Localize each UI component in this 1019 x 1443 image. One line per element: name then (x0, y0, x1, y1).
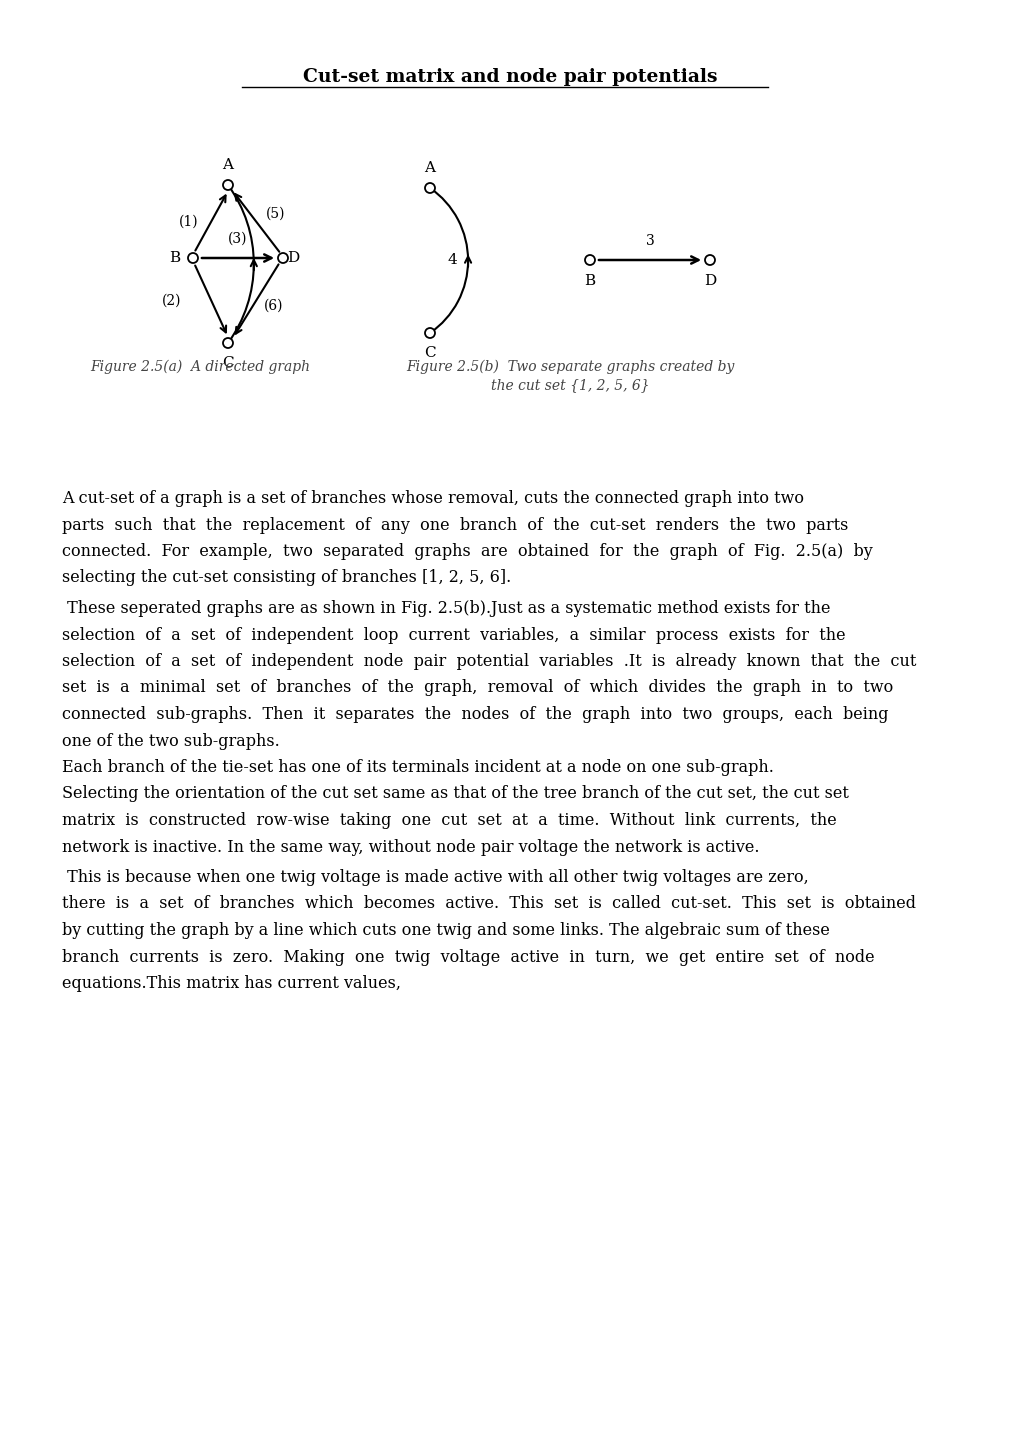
Text: (5): (5) (265, 206, 284, 221)
Text: These seperated graphs are as shown in Fig. 2.5(b).Just as a systematic method e: These seperated graphs are as shown in F… (62, 600, 829, 618)
Circle shape (278, 253, 287, 263)
Text: 3: 3 (645, 234, 654, 248)
Text: (6): (6) (263, 299, 282, 313)
Circle shape (223, 180, 232, 190)
Text: selection  of  a  set  of  independent  loop  current  variables,  a  similar  p: selection of a set of independent loop c… (62, 626, 845, 644)
Text: C: C (222, 356, 233, 369)
Text: matrix  is  constructed  row-wise  taking  one  cut  set  at  a  time.  Without : matrix is constructed row-wise taking on… (62, 812, 836, 828)
Text: one of the two sub-graphs.: one of the two sub-graphs. (62, 733, 279, 749)
Text: (1): (1) (178, 215, 199, 228)
Text: connected.  For  example,  two  separated  graphs  are  obtained  for  the  grap: connected. For example, two separated gr… (62, 543, 872, 560)
Text: selecting the cut-set consisting of branches [1, 2, 5, 6].: selecting the cut-set consisting of bran… (62, 570, 511, 586)
Circle shape (585, 255, 594, 266)
Text: parts  such  that  the  replacement  of  any  one  branch  of  the  cut-set  ren: parts such that the replacement of any o… (62, 517, 848, 534)
Text: set  is  a  minimal  set  of  branches  of  the  graph,  removal  of  which  div: set is a minimal set of branches of the … (62, 680, 893, 697)
Text: This is because when one twig voltage is made active with all other twig voltage: This is because when one twig voltage is… (62, 869, 808, 886)
Text: equations.This matrix has current values,: equations.This matrix has current values… (62, 975, 400, 991)
Text: Selecting the orientation of the cut set same as that of the tree branch of the : Selecting the orientation of the cut set… (62, 785, 848, 802)
Circle shape (425, 328, 434, 338)
Circle shape (223, 338, 232, 348)
Text: (2): (2) (161, 293, 180, 307)
Text: connected  sub-graphs.  Then  it  separates  the  nodes  of  the  graph  into  t: connected sub-graphs. Then it separates … (62, 706, 888, 723)
Text: C: C (424, 346, 435, 359)
Text: branch  currents  is  zero.  Making  one  twig  voltage  active  in  turn,  we  : branch currents is zero. Making one twig… (62, 948, 873, 965)
Text: Each branch of the tie-set has one of its terminals incident at a node on one su: Each branch of the tie-set has one of it… (62, 759, 773, 776)
Text: B: B (169, 251, 179, 266)
Text: 4: 4 (447, 254, 458, 267)
Circle shape (704, 255, 714, 266)
Text: network is inactive. In the same way, without node pair voltage the network is a: network is inactive. In the same way, wi… (62, 838, 759, 856)
Text: Cut-set matrix and node pair potentials: Cut-set matrix and node pair potentials (303, 68, 716, 87)
Circle shape (425, 183, 434, 193)
Text: selection  of  a  set  of  independent  node  pair  potential  variables  .It  i: selection of a set of independent node p… (62, 654, 915, 670)
Text: there  is  a  set  of  branches  which  becomes  active.  This  set  is  called : there is a set of branches which becomes… (62, 896, 915, 912)
Text: D: D (703, 274, 715, 289)
Text: A: A (424, 162, 435, 175)
Text: A: A (222, 157, 233, 172)
Text: Figure 2.5(a)  A directed graph: Figure 2.5(a) A directed graph (90, 359, 310, 374)
Text: A cut-set of a graph is a set of branches whose removal, cuts the connected grap: A cut-set of a graph is a set of branche… (62, 491, 803, 506)
Text: the cut set {1, 2, 5, 6}: the cut set {1, 2, 5, 6} (490, 378, 649, 392)
Text: (3): (3) (228, 232, 248, 245)
Circle shape (187, 253, 198, 263)
Text: Figure 2.5(b)  Two separate graphs created by: Figure 2.5(b) Two separate graphs create… (406, 359, 734, 374)
Text: by cutting the graph by a line which cuts one twig and some links. The algebraic: by cutting the graph by a line which cut… (62, 922, 829, 939)
Text: B: B (584, 274, 595, 289)
Text: D: D (286, 251, 299, 266)
